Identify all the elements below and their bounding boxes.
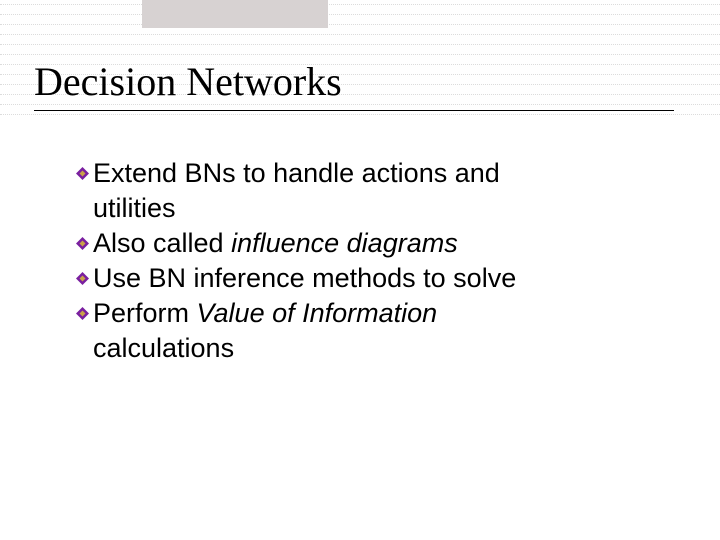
bullet-text-run: calculations bbox=[93, 333, 234, 363]
ruling-line bbox=[0, 114, 720, 115]
slide-title: Decision Networks bbox=[34, 58, 342, 105]
bullet-text-run: Also called bbox=[93, 228, 231, 258]
bullet-item: Perform Value of Information bbox=[76, 296, 636, 331]
top-accent-bar bbox=[142, 0, 328, 28]
diamond-bullet-icon bbox=[76, 272, 89, 285]
ruling-line bbox=[0, 4, 720, 5]
bullet-text-run: Perform bbox=[93, 298, 197, 328]
ruling-line bbox=[0, 34, 720, 35]
diamond-bullet-icon bbox=[76, 167, 89, 180]
bullet-item: Use BN inference methods to solve bbox=[76, 261, 636, 296]
ruling-line bbox=[0, 54, 720, 55]
title-underline bbox=[34, 110, 674, 111]
diamond-bullet-icon bbox=[76, 307, 89, 320]
bullet-text-run: utilities bbox=[93, 193, 176, 223]
ruling-line bbox=[0, 24, 720, 25]
bullet-item: Also called influence diagrams bbox=[76, 226, 636, 261]
ruling-line bbox=[0, 14, 720, 15]
bullet-text-run: Extend BNs to handle actions and bbox=[93, 158, 500, 188]
slide-canvas: Decision Networks Extend BNs to handle a… bbox=[0, 0, 720, 540]
ruling-line bbox=[0, 44, 720, 45]
body-text-area: Extend BNs to handle actions and utilitie… bbox=[76, 156, 636, 366]
bullet-text-run: Value of Information bbox=[197, 298, 438, 328]
bullet-item-continuation: utilities bbox=[76, 191, 636, 226]
bullet-text-run: Use BN inference methods to solve bbox=[93, 263, 516, 293]
bullet-item: Extend BNs to handle actions and bbox=[76, 156, 636, 191]
bullet-item-continuation: calculations bbox=[76, 331, 636, 366]
diamond-bullet-icon bbox=[76, 237, 89, 250]
bullet-text-run: influence diagrams bbox=[231, 228, 458, 258]
